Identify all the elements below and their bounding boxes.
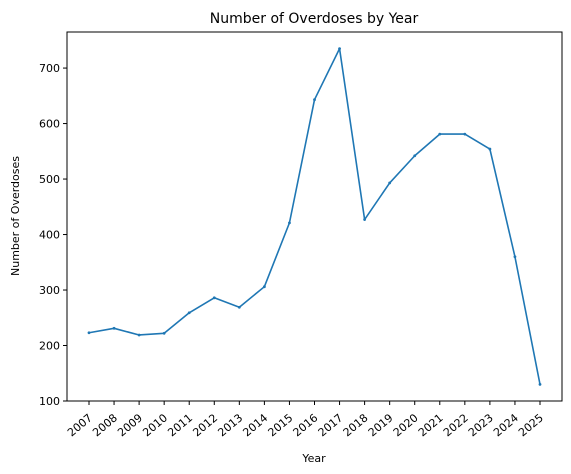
y-tick-label: 200: [39, 340, 60, 353]
data-point: [438, 132, 442, 136]
data-point: [313, 98, 316, 102]
data-point: [137, 333, 141, 337]
x-tick-label: 2010: [140, 411, 170, 439]
x-tick-label: 2012: [190, 411, 220, 439]
data-point: [187, 311, 191, 315]
data-point: [488, 147, 492, 151]
x-axis-ticks: 2007200820092010201120122013201420152016…: [65, 401, 546, 439]
data-point: [162, 331, 166, 335]
y-tick-label: 400: [39, 229, 60, 242]
y-tick-label: 500: [39, 173, 60, 186]
x-tick-label: 2008: [90, 411, 120, 439]
x-tick-label: 2014: [241, 411, 271, 439]
x-tick-label: 2020: [391, 411, 421, 439]
x-tick-label: 2011: [165, 411, 195, 439]
y-tick-label: 600: [39, 118, 60, 131]
y-axis-ticks: 100 200 300 400 500 600 700: [39, 62, 67, 408]
x-tick-label: 2018: [341, 411, 371, 439]
x-tick-label: 2025: [516, 411, 546, 439]
x-tick-label: 2024: [491, 411, 521, 439]
data-point: [538, 382, 542, 386]
x-tick-label: 2016: [291, 411, 321, 439]
x-tick-label: 2017: [316, 411, 346, 439]
x-tick-label: 2007: [65, 411, 95, 439]
data-point: [338, 47, 341, 51]
data-point: [288, 221, 291, 225]
data-point: [212, 296, 216, 300]
y-tick-label: 700: [39, 62, 60, 75]
data-point: [112, 326, 116, 330]
data-point: [413, 154, 417, 158]
x-axis-label: Year: [301, 452, 326, 465]
series-layer: [87, 47, 542, 386]
x-tick-label: 2022: [441, 411, 471, 439]
x-tick-label: 2009: [115, 411, 145, 439]
data-point: [262, 285, 266, 289]
y-tick-label: 300: [39, 284, 60, 297]
y-tick-label: 100: [39, 395, 60, 408]
data-point: [237, 305, 241, 309]
data-point: [87, 331, 91, 335]
x-tick-label: 2019: [366, 411, 396, 439]
x-tick-label: 2015: [266, 411, 296, 439]
plot-frame: [66, 31, 563, 402]
y-axis-label: Number of Overdoses: [9, 156, 22, 276]
data-point: [363, 218, 367, 221]
x-tick-label: 2013: [215, 411, 245, 439]
data-point: [388, 181, 392, 185]
chart-title: Number of Overdoses by Year: [210, 11, 419, 27]
data-point: [513, 255, 517, 259]
x-tick-label: 2023: [466, 411, 496, 439]
x-tick-label: 2021: [416, 411, 446, 439]
data-point: [463, 132, 467, 136]
